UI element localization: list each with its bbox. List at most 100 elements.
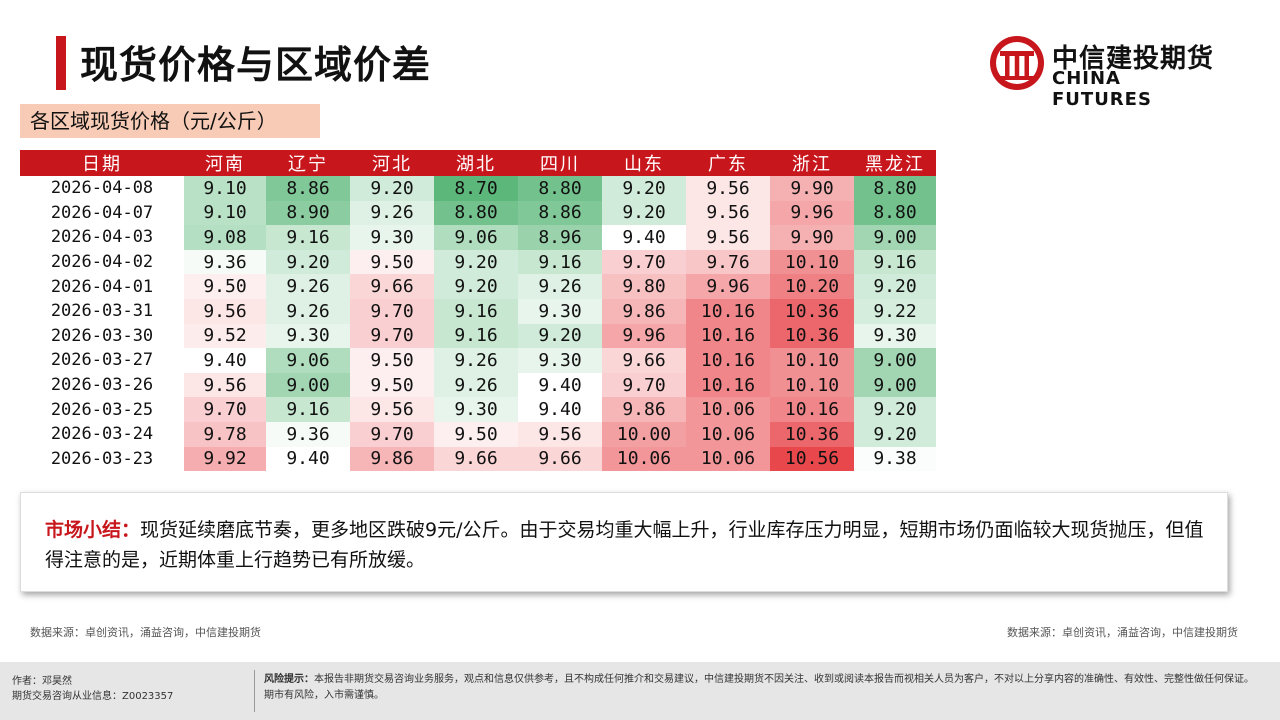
column-header-region: 浙江	[770, 150, 854, 176]
price-cell: 9.16	[854, 249, 936, 275]
price-cell: 9.76	[686, 249, 770, 275]
column-header-region: 广东	[686, 150, 770, 176]
date-cell: 2026-04-08	[20, 176, 184, 201]
price-cell: 10.16	[686, 323, 770, 349]
price-cell: 9.70	[602, 249, 686, 275]
price-cell: 9.30	[350, 225, 434, 250]
price-cell: 9.40	[518, 397, 602, 422]
price-cell: 10.06	[686, 421, 770, 447]
price-cell: 8.80	[518, 176, 602, 201]
price-cell: 9.00	[854, 348, 936, 373]
price-cell: 9.26	[434, 348, 518, 373]
author-license: 期货交易咨询从业信息：Z0023357	[12, 691, 174, 702]
date-cell: 2026-04-07	[20, 200, 184, 226]
column-header-region: 山东	[602, 150, 686, 176]
price-cell: 9.40	[184, 348, 266, 373]
price-cell: 8.86	[518, 200, 602, 226]
price-cell: 8.80	[854, 176, 936, 201]
price-cell: 9.20	[350, 176, 434, 201]
price-cell: 10.36	[770, 323, 854, 349]
table-row: 2026-03-25 9.70 9.16 9.56 9.30 9.40 9.86 10.06 1…	[20, 397, 936, 422]
price-cell: 9.70	[350, 421, 434, 447]
price-cell: 9.92	[184, 446, 266, 472]
table-row: 2026-03-24 9.78 9.36 9.70 9.50 9.56 10.00 10.06…	[20, 421, 936, 447]
price-cell: 10.56	[770, 446, 854, 472]
price-cell: 9.26	[350, 200, 434, 226]
price-cell: 9.90	[770, 176, 854, 201]
risk-text: 本报告非期货交易咨询业务服务，观点和信息仅供参考，且不构成任何推介和交易建议，中…	[264, 674, 1254, 701]
regional-price-table: 日期 河南 辽宁 河北 湖北 四川 山东 广东 浙江 黑龙江 2026-04-08 9.10 8.86…	[20, 150, 936, 472]
price-cell: 9.20	[602, 200, 686, 226]
price-cell: 9.16	[518, 249, 602, 275]
price-cell: 9.66	[518, 446, 602, 472]
table-row: 2026-03-31 9.56 9.26 9.70 9.16 9.30 9.86 10.16 1…	[20, 298, 936, 324]
price-cell: 9.50	[350, 372, 434, 398]
price-cell: 10.00	[602, 421, 686, 447]
price-cell: 10.06	[602, 446, 686, 472]
price-cell: 9.20	[602, 176, 686, 201]
price-cell: 9.66	[434, 446, 518, 472]
price-cell: 9.38	[854, 446, 936, 472]
price-cell: 10.06	[686, 397, 770, 422]
price-cell: 9.30	[266, 323, 350, 349]
price-cell: 9.16	[266, 225, 350, 250]
brand-name-en: CHINA FUTURES	[1052, 68, 1152, 110]
price-cell: 9.30	[518, 298, 602, 324]
price-cell: 9.70	[602, 372, 686, 398]
price-cell: 9.36	[184, 249, 266, 275]
price-cell: 10.16	[686, 348, 770, 373]
column-header-region: 四川	[518, 150, 602, 176]
date-cell: 2026-03-25	[20, 397, 184, 422]
price-cell: 9.56	[518, 421, 602, 447]
price-cell: 9.40	[602, 225, 686, 250]
table-row: 2026-04-03 9.08 9.16 9.30 9.06 8.96 9.40 9.56 9.…	[20, 225, 936, 250]
price-cell: 9.50	[350, 348, 434, 373]
footer-author: 作者：邓昊然 期货交易咨询从业信息：Z0023357	[12, 674, 173, 704]
price-cell: 9.10	[184, 176, 266, 201]
price-cell: 9.70	[350, 298, 434, 324]
table-row: 2026-03-27 9.40 9.06 9.50 9.26 9.30 9.66 10.16 1…	[20, 348, 936, 373]
price-cell: 8.86	[266, 176, 350, 201]
price-cell: 10.10	[770, 348, 854, 373]
title-accent-bar	[56, 36, 66, 90]
footer: 作者：邓昊然 期货交易咨询从业信息：Z0023357 风险提示：本报告非期货交易…	[0, 662, 1280, 720]
price-cell: 9.86	[350, 446, 434, 472]
price-cell: 8.90	[266, 200, 350, 226]
price-cell: 9.20	[434, 274, 518, 299]
market-summary: 市场小结：现货延续磨底节奏，更多地区跌破9元/公斤。由于交易均重大幅上升，行业库…	[45, 515, 1215, 575]
price-cell: 9.96	[770, 200, 854, 226]
price-cell: 9.50	[184, 274, 266, 299]
table-header-row: 日期 河南 辽宁 河北 湖北 四川 山东 广东 浙江 黑龙江	[20, 150, 936, 176]
price-cell: 9.80	[602, 274, 686, 299]
column-header-region: 辽宁	[266, 150, 350, 176]
price-cell: 9.20	[854, 397, 936, 422]
price-cell: 9.20	[854, 421, 936, 447]
price-cell: 9.86	[602, 397, 686, 422]
price-cell: 9.56	[350, 397, 434, 422]
table-row: 2026-04-01 9.50 9.26 9.66 9.20 9.26 9.80 9.96 10…	[20, 274, 936, 299]
price-cell: 10.16	[686, 372, 770, 398]
price-cell: 9.52	[184, 323, 266, 349]
price-cell: 10.20	[770, 274, 854, 299]
price-cell: 9.08	[184, 225, 266, 250]
price-cell: 9.40	[518, 372, 602, 398]
price-cell: 9.56	[686, 176, 770, 201]
price-cell: 9.26	[266, 274, 350, 299]
price-cell: 9.36	[266, 421, 350, 447]
price-cell: 8.96	[518, 225, 602, 250]
footer-divider	[254, 670, 255, 712]
price-cell: 9.70	[184, 397, 266, 422]
price-cell: 9.70	[350, 323, 434, 349]
price-cell: 9.56	[184, 372, 266, 398]
price-cell: 9.56	[686, 200, 770, 226]
brand-name-cn: 中信建投期货	[1052, 44, 1215, 74]
date-cell: 2026-04-02	[20, 249, 184, 275]
date-cell: 2026-03-23	[20, 446, 184, 472]
date-cell: 2026-03-30	[20, 323, 184, 349]
price-cell: 9.40	[266, 446, 350, 472]
market-summary-box: 市场小结：现货延续磨底节奏，更多地区跌破9元/公斤。由于交易均重大幅上升，行业库…	[20, 492, 1228, 592]
price-cell: 9.20	[266, 249, 350, 275]
price-cell: 9.20	[434, 249, 518, 275]
column-header-region: 黑龙江	[854, 150, 936, 176]
price-cell: 10.36	[770, 298, 854, 324]
